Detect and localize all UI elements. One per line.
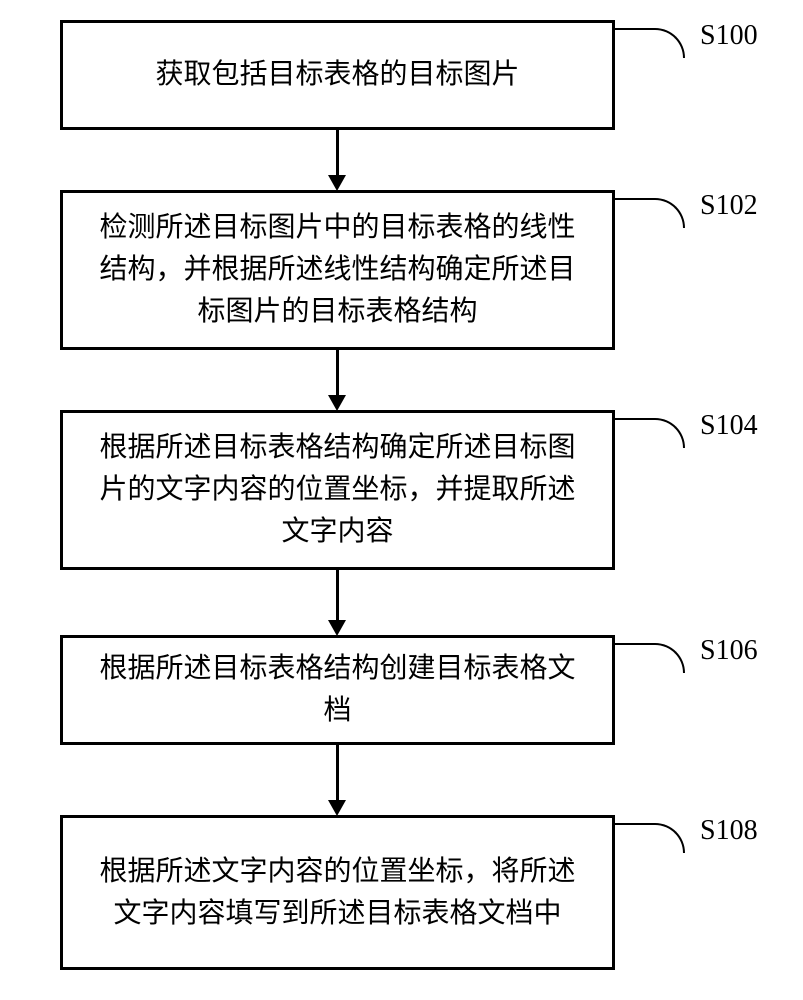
label-connector-s106 — [615, 643, 685, 673]
arrow-4 — [328, 800, 346, 816]
step-label-s102: S102 — [700, 190, 758, 222]
step-label-s104: S104 — [700, 410, 758, 442]
step-text: 检测所述目标图片中的目标表格的线性结构，并根据所述线性结构确定所述目标图片的目标… — [93, 207, 582, 333]
step-label-s106: S106 — [700, 635, 758, 667]
step-text: 获取包括目标表格的目标图片 — [155, 54, 519, 96]
step-label-s100: S100 — [700, 20, 758, 52]
step-box-s100: 获取包括目标表格的目标图片 — [60, 20, 615, 130]
step-box-s108: 根据所述文字内容的位置坐标，将所述文字内容填写到所述目标表格文档中 — [60, 815, 615, 970]
arrow-1 — [328, 175, 346, 191]
label-connector-s108 — [615, 823, 685, 853]
step-box-s102: 检测所述目标图片中的目标表格的线性结构，并根据所述线性结构确定所述目标图片的目标… — [60, 190, 615, 350]
step-box-s106: 根据所述目标表格结构创建目标表格文档 — [60, 635, 615, 745]
connector-3 — [336, 570, 339, 622]
step-label-s108: S108 — [700, 815, 758, 847]
label-connector-s102 — [615, 198, 685, 228]
step-text: 根据所述目标表格结构确定所述目标图片的文字内容的位置坐标，并提取所述文字内容 — [93, 427, 582, 553]
step-text: 根据所述目标表格结构创建目标表格文档 — [93, 648, 582, 732]
step-box-s104: 根据所述目标表格结构确定所述目标图片的文字内容的位置坐标，并提取所述文字内容 — [60, 410, 615, 570]
flowchart-container: 获取包括目标表格的目标图片 S100 检测所述目标图片中的目标表格的线性结构，并… — [0, 0, 803, 1000]
step-text: 根据所述文字内容的位置坐标，将所述文字内容填写到所述目标表格文档中 — [93, 851, 582, 935]
label-connector-s100 — [615, 28, 685, 58]
label-connector-s104 — [615, 418, 685, 448]
arrow-2 — [328, 395, 346, 411]
connector-2 — [336, 350, 339, 398]
connector-4 — [336, 745, 339, 803]
arrow-3 — [328, 620, 346, 636]
connector-1 — [336, 130, 339, 178]
